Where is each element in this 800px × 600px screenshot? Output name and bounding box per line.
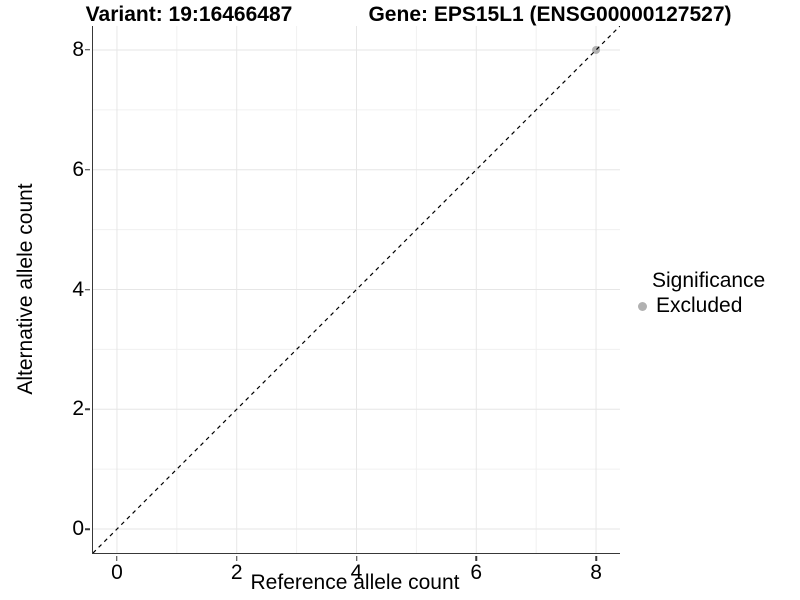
y-axis-tick [85,528,90,530]
plot-canvas [93,26,620,553]
y-axis-tick [85,408,90,411]
variant-title: Variant: 19:16466487 [85,3,293,26]
y-axis-tick-label: 2 [72,397,84,421]
x-axis-tick [475,556,478,561]
y-axis-title: Alternative allele count [14,183,37,395]
y-axis-tick-label: 4 [72,277,84,301]
y-axis-tick [85,49,90,51]
x-axis-tick-label: 0 [111,561,123,584]
x-axis-tick-label: 4 [350,561,363,584]
x-axis-title: Reference allele count [250,571,460,594]
x-axis-tick [355,556,358,561]
legend-title: Significance [652,269,766,292]
x-axis-tick-label: 2 [230,561,243,584]
y-axis-tick-label: 6 [72,157,84,181]
y-axis-tick [85,168,90,171]
legend: Significance Excluded [636,268,765,317]
legend-items: Excluded [636,294,765,317]
legend-key-dot-icon [638,301,647,311]
x-axis-tick-label: 6 [470,561,483,584]
x-axis-tick [595,556,597,561]
y-axis-tick [85,288,90,291]
y-axis-tick-label: 8 [72,37,84,61]
gene-title: Gene: EPS15L1 (ENSG00000127527) [368,3,732,26]
legend-item: Excluded [636,294,765,317]
x-axis-tick [235,556,238,561]
legend-item-label: Excluded [656,294,743,317]
x-axis-tick [116,556,118,561]
x-axis-tick-label: 8 [590,561,602,584]
plot-panel: 0 2 4 6 8 0 2 4 6 8 [72,26,620,584]
y-axis-tick-label: 0 [72,517,84,541]
